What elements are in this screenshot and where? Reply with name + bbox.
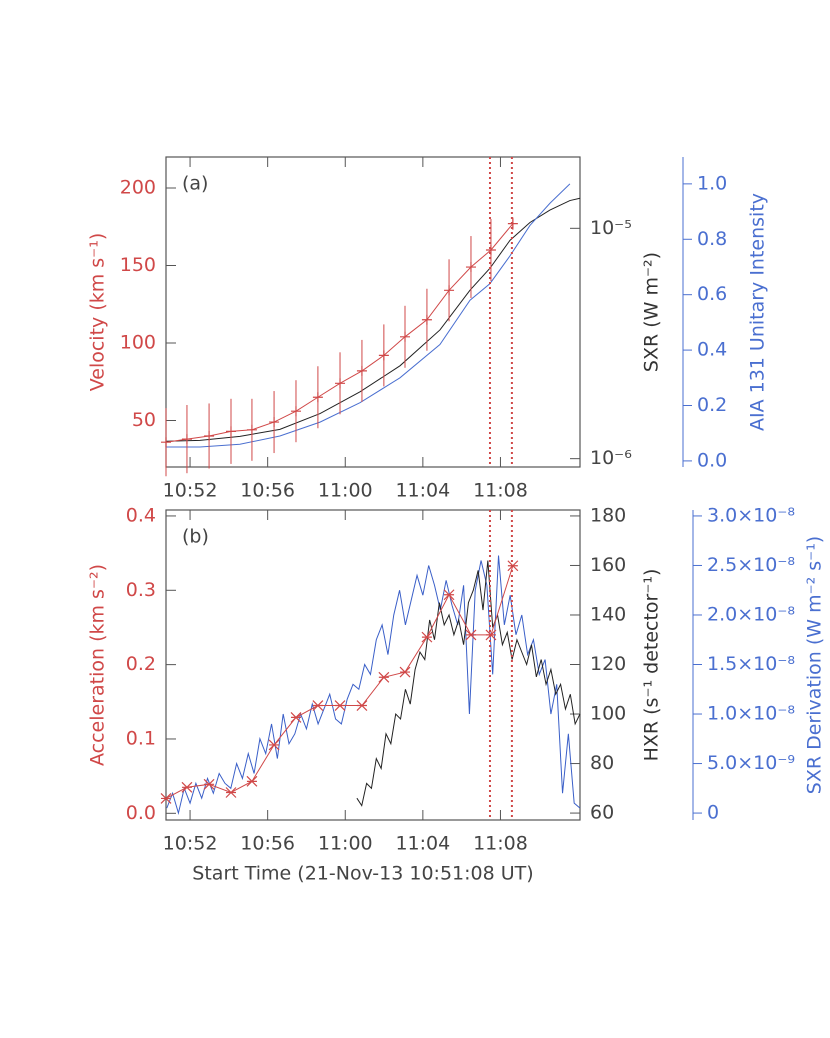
y3-axis-title: AIA 131 Unitary Intensity	[747, 193, 769, 431]
point-marker	[290, 711, 302, 723]
point-marker	[269, 417, 280, 428]
point-marker	[225, 787, 237, 798]
point-marker	[465, 629, 477, 641]
point-marker	[246, 424, 257, 435]
y-tick-label: 0.3	[126, 579, 156, 601]
x-tick-label: 11:08	[473, 833, 528, 855]
panel-label: (b)	[182, 526, 209, 548]
y2-tick-label: 80	[590, 752, 614, 774]
y2-tick-label: 120	[590, 653, 626, 675]
point-marker	[443, 589, 455, 601]
y3-tick-label: 0.0	[697, 449, 727, 471]
point-marker	[268, 739, 280, 751]
point-marker	[225, 426, 236, 437]
y3-tick-label: 3.0×10⁻⁸	[707, 504, 795, 526]
y2-tick-label: 10⁻⁶	[590, 447, 632, 469]
point-marker	[485, 629, 497, 641]
y3-tick-label: 1.0×10⁻⁸	[707, 703, 795, 725]
y3-tick-label: 1.5×10⁻⁸	[707, 653, 795, 675]
point-marker	[421, 314, 432, 325]
point-marker	[334, 700, 346, 711]
x-tick-label: 11:00	[318, 480, 373, 502]
point-marker	[356, 700, 368, 711]
y3-tick-label: 0.6	[697, 283, 727, 305]
point-marker	[399, 666, 411, 678]
y3-tick-label: 1.0	[697, 172, 727, 194]
x-tick-label: 11:04	[395, 833, 450, 855]
y2-axis-title: HXR (s⁻¹ detector⁻¹)	[641, 569, 663, 762]
y-tick-label: 0.2	[126, 653, 156, 675]
point-marker	[246, 775, 258, 787]
series-line	[165, 197, 581, 442]
y2-tick-label: 10⁻⁵	[590, 217, 632, 239]
point-marker	[356, 365, 367, 376]
point-marker	[378, 350, 389, 361]
x-tick-label: 10:52	[163, 480, 218, 502]
point-marker	[378, 671, 390, 683]
y2-axis-title: SXR (W m⁻²)	[641, 252, 663, 372]
y-tick-label: 100	[120, 332, 156, 354]
point-marker	[421, 631, 433, 643]
y-axis-title: Velocity (km s⁻¹)	[87, 233, 109, 392]
y-tick-label: 200	[120, 177, 156, 199]
y3-tick-label: 2.0×10⁻⁸	[707, 603, 795, 625]
point-marker	[203, 778, 215, 790]
point-marker	[465, 262, 476, 273]
point-marker	[181, 434, 192, 445]
x-tick-label: 10:56	[240, 833, 295, 855]
point-marker	[312, 392, 323, 403]
point-marker	[204, 431, 215, 441]
point-marker	[290, 406, 301, 417]
point-marker	[181, 781, 193, 793]
y2-tick-label: 60	[590, 802, 614, 824]
y3-tick-label: 2.5×10⁻⁸	[707, 554, 795, 576]
y3-tick-label: 0	[707, 802, 719, 824]
plot-frame	[165, 509, 581, 821]
plot-frame	[165, 156, 581, 468]
y3-tick-label: 0.2	[697, 394, 727, 416]
y3-tick-label: 0.4	[697, 339, 727, 361]
x-axis-title: Start Time (21-Nov-13 10:51:08 UT)	[192, 863, 533, 885]
series-line	[356, 560, 581, 807]
y-tick-label: 0.4	[126, 504, 156, 526]
x-tick-label: 10:56	[240, 480, 295, 502]
y3-tick-label: 0.8	[697, 228, 727, 250]
x-tick-label: 11:04	[395, 480, 450, 502]
y-tick-label: 150	[120, 254, 156, 276]
point-marker	[160, 793, 172, 804]
point-marker	[444, 285, 455, 296]
point-marker	[335, 378, 346, 389]
panel-label: (a)	[182, 173, 208, 195]
point-marker	[312, 700, 324, 711]
x-tick-label: 11:08	[473, 480, 528, 502]
series-line	[166, 183, 571, 448]
y2-tick-label: 140	[590, 603, 626, 625]
y3-axis-title: SXR Derivation (W m⁻² s⁻¹)	[804, 536, 826, 794]
y-tick-label: 0.0	[126, 802, 156, 824]
point-marker	[400, 331, 411, 342]
x-tick-label: 10:52	[163, 833, 218, 855]
y2-tick-label: 180	[590, 504, 626, 526]
series-line	[165, 223, 514, 443]
y-tick-label: 0.1	[126, 727, 156, 749]
y2-tick-label: 160	[590, 554, 626, 576]
x-tick-label: 11:00	[318, 833, 373, 855]
y-axis-title: Acceleration (km s⁻²)	[87, 564, 109, 766]
y3-tick-label: 5.0×10⁻⁹	[707, 752, 795, 774]
y-tick-label: 50	[132, 409, 156, 431]
y2-tick-label: 100	[590, 703, 626, 725]
point-marker	[161, 437, 171, 448]
